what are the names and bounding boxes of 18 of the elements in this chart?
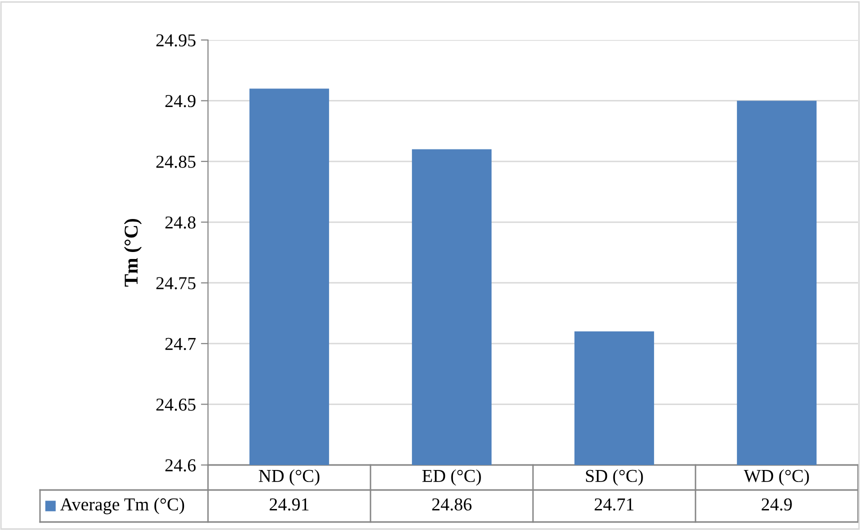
x-tick-label: ED (°C) — [422, 469, 481, 486]
legend-label: Average Tm (°C) — [60, 498, 184, 514]
data-label: 24.86 — [432, 498, 472, 511]
y-tick-label: 24.95 — [156, 34, 196, 47]
y-tick-label: 24.65 — [156, 398, 196, 411]
y-tick-label: 24.75 — [156, 277, 196, 290]
x-tick-label: SD (°C) — [586, 469, 643, 486]
x-tick-label: WD (°C) — [744, 469, 809, 486]
y-tick-label: 24.8 — [165, 216, 196, 229]
x-tick-label: ND (°C) — [258, 469, 320, 486]
y-tick-label: 24.6 — [165, 459, 196, 472]
y-tick-label: 24.7 — [165, 338, 196, 350]
y-axis-title: Tm (°C) — [124, 218, 142, 287]
y-tick-label: 24.9 — [165, 95, 196, 108]
data-label: 24.71 — [594, 498, 634, 511]
data-label: 24.9 — [762, 498, 792, 511]
data-label: 24.91 — [270, 498, 308, 511]
y-tick-label: 24.85 — [156, 156, 196, 168]
